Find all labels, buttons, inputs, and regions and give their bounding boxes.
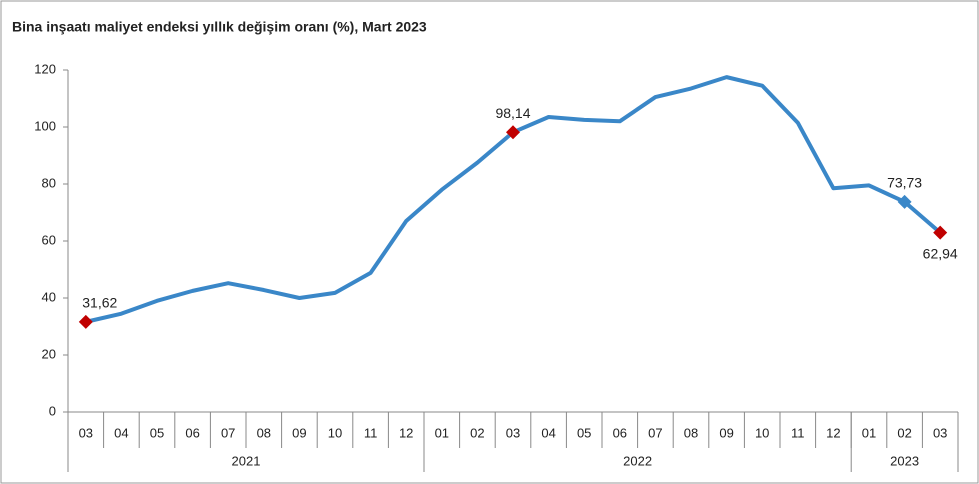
x-tick-label: 05: [577, 425, 591, 440]
y-tick-label: 0: [49, 403, 56, 418]
x-tick-label: 12: [826, 425, 840, 440]
y-tick-label: 100: [34, 118, 56, 133]
x-tick-label: 09: [292, 425, 306, 440]
y-tick-label: 60: [42, 232, 56, 247]
group-label: 2022: [623, 453, 652, 468]
chart-title: Bina inşaatı maliyet endeksi yıllık deği…: [12, 19, 427, 35]
point-marker: [933, 225, 948, 240]
x-tick-label: 06: [613, 425, 627, 440]
point-marker: [506, 125, 520, 140]
y-tick-label: 40: [42, 289, 56, 304]
x-tick-label: 04: [114, 425, 128, 440]
x-tick-label: 08: [257, 425, 271, 440]
x-tick-label: 08: [684, 425, 698, 440]
x-tick-label: 01: [435, 425, 449, 440]
x-tick-label: 11: [364, 425, 378, 440]
data-label: 98,14: [495, 105, 530, 121]
x-tick-label: 10: [328, 425, 342, 440]
point-marker: [78, 314, 93, 329]
x-tick-label: 03: [79, 425, 93, 440]
x-tick-label: 11: [791, 425, 805, 440]
x-tick-label: 03: [933, 425, 947, 440]
data-label: 31,62: [82, 295, 117, 311]
group-label: 2021: [232, 453, 261, 468]
y-tick-label: 20: [42, 346, 56, 361]
x-tick-label: 02: [897, 425, 911, 440]
x-tick-label: 01: [862, 425, 876, 440]
y-tick-label: 80: [42, 175, 56, 190]
x-tick-label: 10: [755, 425, 769, 440]
x-tick-label: 05: [150, 425, 164, 440]
y-tick-label: 120: [34, 61, 56, 76]
group-label: 2023: [890, 453, 919, 468]
x-tick-label: 07: [221, 425, 235, 440]
point-marker: [897, 194, 912, 209]
x-tick-label: 02: [470, 425, 484, 440]
x-tick-label: 09: [719, 425, 733, 440]
x-tick-label: 03: [506, 425, 520, 440]
data-label: 73,73: [887, 175, 922, 191]
x-tick-label: 12: [399, 425, 413, 440]
x-tick-label: 04: [541, 425, 555, 440]
x-tick-label: 06: [185, 425, 199, 440]
x-tick-label: 07: [648, 425, 662, 440]
data-label: 62,94: [923, 245, 958, 261]
